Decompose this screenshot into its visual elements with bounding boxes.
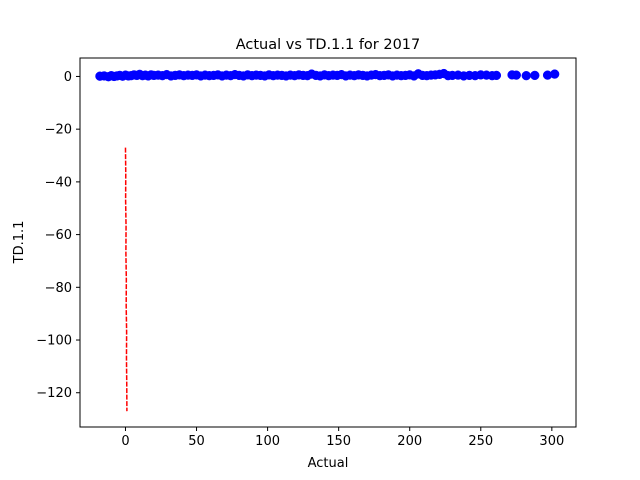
x-tick-label: 300 xyxy=(539,434,564,449)
x-tick-label: 200 xyxy=(397,434,422,449)
fit-line xyxy=(124,147,128,412)
y-axis-ticks: 0 −20 −40 −60 −80 −100 −120 xyxy=(36,70,80,401)
y-tick-label: −20 xyxy=(45,123,72,138)
y-tick-label: −60 xyxy=(45,228,72,243)
x-tick-label: 100 xyxy=(255,434,280,449)
y-tick-label: −120 xyxy=(36,386,72,401)
scatter-point xyxy=(521,71,531,81)
scatter-point xyxy=(491,70,502,81)
y-tick-label: −100 xyxy=(36,334,72,349)
y-tick-label: 0 xyxy=(64,70,72,85)
scatter-point xyxy=(511,70,521,80)
y-axis-label: TD.1.1 xyxy=(12,221,27,265)
x-tick-label: 150 xyxy=(326,434,351,449)
plot-marks xyxy=(95,68,560,412)
chart-title: Actual vs TD.1.1 for 2017 xyxy=(236,37,421,53)
y-tick-label: −40 xyxy=(45,175,72,190)
y-tick-label: −80 xyxy=(45,281,72,296)
x-tick-label: 50 xyxy=(188,434,205,449)
x-tick-label: 0 xyxy=(121,434,129,449)
x-axis-ticks: 0 50 100 150 200 250 300 xyxy=(121,427,564,449)
scatter-point xyxy=(530,70,540,81)
x-axis-label: Actual xyxy=(308,456,349,471)
x-tick-label: 250 xyxy=(468,434,493,449)
axes-frame xyxy=(79,57,577,428)
scatter-point xyxy=(550,69,560,79)
